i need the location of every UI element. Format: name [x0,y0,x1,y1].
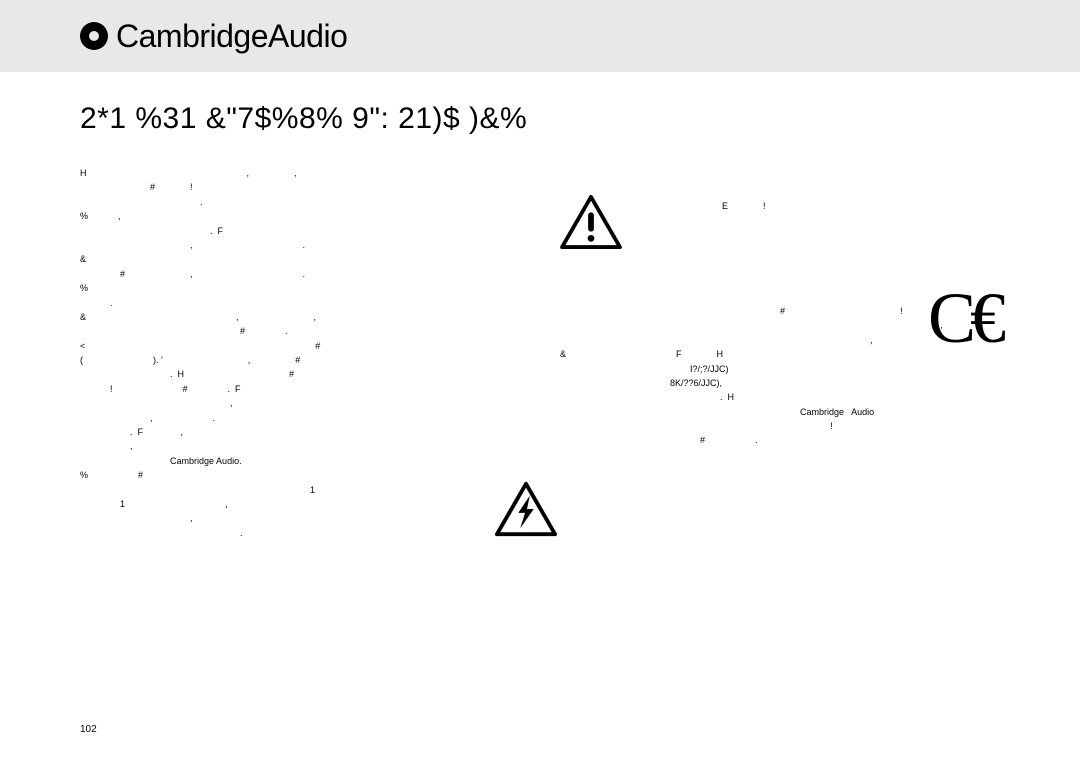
left-column: H , , # ! . % , [80,166,520,540]
brand-name-part2: Audio [268,18,347,54]
ce-mark-icon: C€ [928,261,1000,376]
header-bar: CambridgeAudio [0,0,1080,72]
warning-exclamation-icon [560,195,622,249]
brand: CambridgeAudio [80,18,347,55]
brand-name-part1: Cambridge [116,18,268,54]
content-columns: H , , # ! . % , [80,166,1000,540]
right-column: E ! # ! [560,166,1000,540]
warning-row: E ! [560,195,1000,255]
brand-name: CambridgeAudio [116,18,347,55]
warning-voltage-icon [495,478,557,540]
page-number: 102 [80,724,97,735]
brand-logo-icon [80,22,108,50]
page-title: 2*1 %31 &"7$%8% 9": 21)$ )&% [80,102,1080,136]
right-top-text: E ! [632,195,766,213]
